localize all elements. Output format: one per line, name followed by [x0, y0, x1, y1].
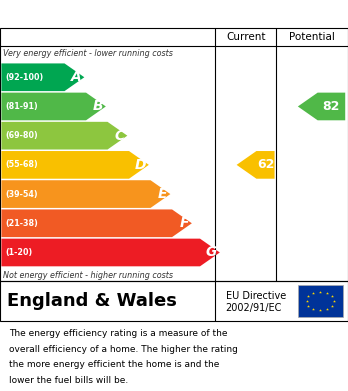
Text: Potential: Potential [289, 32, 335, 42]
Text: 62: 62 [257, 158, 274, 171]
Text: (55-68): (55-68) [6, 160, 38, 169]
Polygon shape [1, 122, 127, 149]
Text: D: D [135, 158, 146, 172]
Text: EU Directive: EU Directive [226, 291, 286, 301]
Text: Very energy efficient - lower running costs: Very energy efficient - lower running co… [3, 49, 173, 59]
Text: (81-91): (81-91) [6, 102, 38, 111]
Text: 2002/91/EC: 2002/91/EC [226, 303, 282, 313]
Text: Energy Efficiency Rating: Energy Efficiency Rating [63, 7, 285, 22]
Polygon shape [1, 180, 171, 208]
Text: 82: 82 [323, 100, 340, 113]
Text: E: E [158, 187, 168, 201]
Text: G: G [206, 246, 217, 260]
Text: (39-54): (39-54) [6, 190, 38, 199]
Polygon shape [1, 239, 220, 266]
Text: Not energy efficient - higher running costs: Not energy efficient - higher running co… [3, 271, 173, 280]
Text: England & Wales: England & Wales [7, 292, 177, 310]
Text: the more energy efficient the home is and the: the more energy efficient the home is an… [9, 360, 219, 369]
FancyBboxPatch shape [298, 285, 343, 317]
Text: (69-80): (69-80) [6, 131, 38, 140]
Text: lower the fuel bills will be.: lower the fuel bills will be. [9, 376, 128, 385]
Text: (92-100): (92-100) [6, 73, 44, 82]
Polygon shape [298, 93, 345, 120]
Text: The energy efficiency rating is a measure of the: The energy efficiency rating is a measur… [9, 329, 227, 338]
Polygon shape [1, 210, 192, 237]
Text: (21-38): (21-38) [6, 219, 38, 228]
Text: Current: Current [226, 32, 266, 42]
Text: overall efficiency of a home. The higher the rating: overall efficiency of a home. The higher… [9, 345, 238, 354]
Text: F: F [180, 216, 189, 230]
Text: A: A [71, 70, 81, 84]
Polygon shape [1, 93, 106, 120]
Polygon shape [1, 151, 149, 179]
Text: B: B [93, 99, 103, 113]
Polygon shape [1, 63, 84, 91]
Text: (1-20): (1-20) [6, 248, 33, 257]
Polygon shape [237, 151, 275, 179]
Text: C: C [114, 129, 125, 143]
